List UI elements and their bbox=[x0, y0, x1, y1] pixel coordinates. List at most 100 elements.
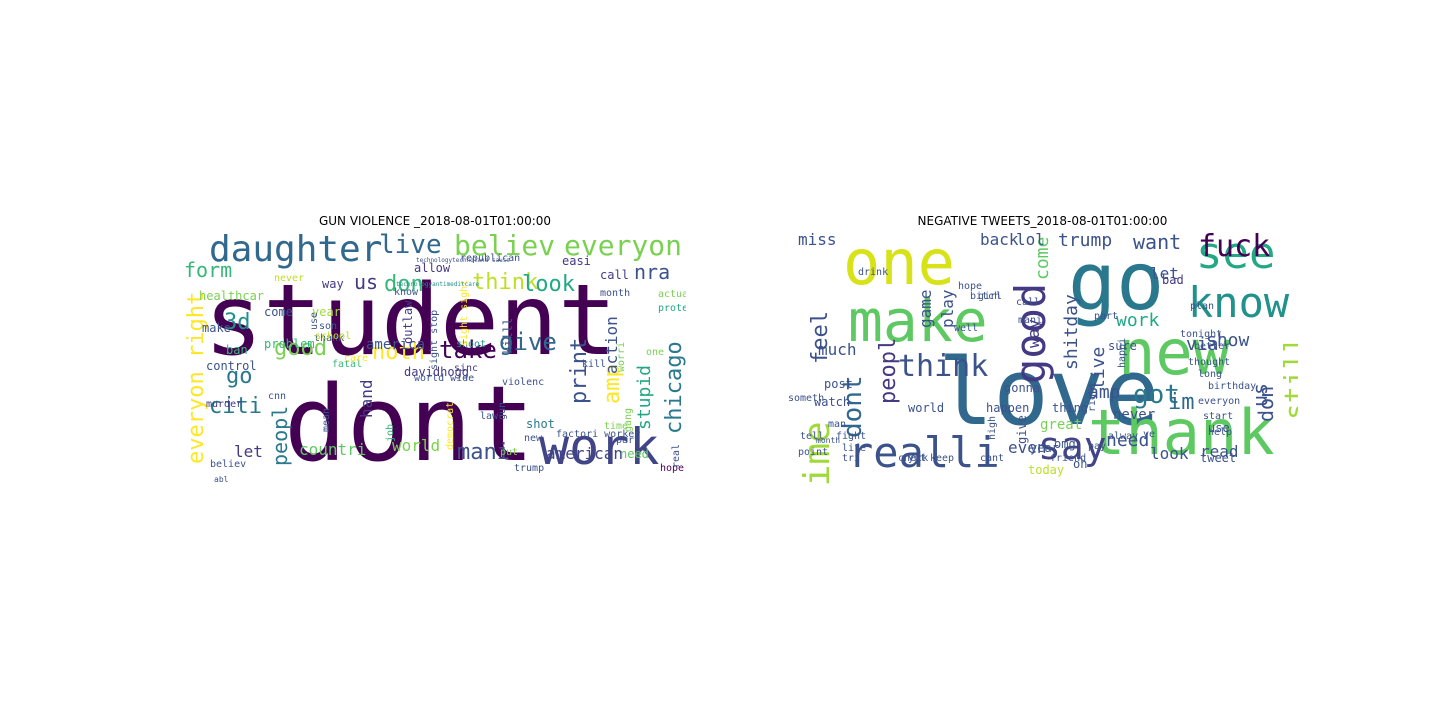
word-trump: trump bbox=[1058, 232, 1113, 251]
word-shoot: shoot bbox=[456, 339, 487, 350]
wordcloud-panel-negative-tweets: NEGATIVE TWEETS_2018-08-01T01:00:00 love… bbox=[785, 210, 1300, 490]
word-high: high bbox=[987, 415, 998, 440]
word-noth: noth bbox=[372, 340, 425, 365]
word-even: even bbox=[1008, 438, 1047, 457]
word-drink: drink bbox=[858, 267, 889, 278]
word-know: know bbox=[1188, 278, 1290, 327]
word-everyon: everyon bbox=[564, 232, 683, 262]
word-violenc: violenc bbox=[502, 377, 545, 388]
word-shitday: shitday bbox=[1061, 294, 1082, 370]
word-work: work bbox=[539, 418, 660, 476]
word-pay: pay bbox=[1088, 441, 1107, 452]
word-omg: omg bbox=[1054, 437, 1076, 451]
word-everyon: everyon bbox=[1198, 396, 1241, 407]
word-world: world bbox=[392, 436, 441, 455]
word-live: live bbox=[379, 232, 442, 260]
word-factori-worker: factori worker bbox=[556, 429, 641, 440]
word-murder: murder bbox=[206, 399, 243, 410]
word-post: post bbox=[824, 377, 853, 391]
word-school: school bbox=[315, 331, 352, 342]
word-mani: mani bbox=[457, 440, 510, 465]
word-need: need bbox=[620, 447, 649, 461]
word-hand: hand bbox=[357, 379, 376, 418]
word-year: year bbox=[312, 305, 341, 319]
word-technologytechnoland-cause: technologytechnoland cause bbox=[416, 257, 510, 264]
word-fight: fight bbox=[836, 431, 867, 442]
word-im: im bbox=[1168, 390, 1195, 415]
word-mani: mani bbox=[1018, 315, 1043, 326]
wordcloud-panel-gun-violence: GUN VIOLENCE _2018-08-01T01:00:00 studen… bbox=[180, 210, 690, 490]
word-daughter: daughter bbox=[209, 232, 383, 270]
word-want: want bbox=[1133, 232, 1182, 254]
word-allow: allow bbox=[414, 261, 451, 275]
word-sight-sight: sight sight bbox=[459, 279, 470, 346]
word-check: check bbox=[898, 453, 929, 464]
word-year: year bbox=[1030, 441, 1059, 455]
word-worri: worri bbox=[616, 341, 627, 372]
word-davidhogg: davidhogg bbox=[404, 365, 470, 379]
word-someth: someth bbox=[788, 393, 825, 404]
word-better: better bbox=[1194, 341, 1231, 352]
wordcloud: student dont work daughter believ everyon live… bbox=[184, 232, 686, 488]
word-plan: plan bbox=[1190, 301, 1215, 312]
word-don: don bbox=[384, 272, 424, 297]
wordcloud: love one go new thank make see know good time real… bbox=[788, 232, 1298, 487]
word-thing: thing bbox=[1052, 401, 1089, 415]
word-one: one bbox=[646, 347, 665, 358]
word-fuck: fuck bbox=[1198, 232, 1271, 264]
word-month: month bbox=[816, 436, 841, 445]
word-miss: miss bbox=[798, 232, 837, 249]
word-go: go bbox=[1068, 235, 1165, 328]
word-trump: trump bbox=[514, 463, 545, 474]
word-student: student bbox=[204, 264, 618, 378]
word-birthday: birthday bbox=[1208, 381, 1257, 392]
word-law: law bbox=[480, 411, 499, 422]
word-call: call bbox=[600, 268, 629, 282]
word-hope: hope bbox=[958, 281, 983, 292]
word-hope: hope bbox=[660, 463, 685, 474]
word-killl: killl bbox=[501, 317, 515, 354]
word-put: put bbox=[500, 447, 519, 458]
word-new: new bbox=[1118, 316, 1230, 389]
word-bitch: bitch bbox=[970, 291, 1001, 302]
word-amp: amp bbox=[1088, 382, 1121, 403]
word-great: great bbox=[1040, 417, 1083, 433]
word-american: american bbox=[546, 444, 624, 463]
word-actual: actual bbox=[658, 289, 686, 300]
word-thank: thank bbox=[1088, 396, 1275, 469]
word-kill: kill bbox=[582, 359, 607, 370]
word-give: give bbox=[499, 328, 557, 356]
word-bad: bad bbox=[1162, 273, 1184, 287]
word-today: today bbox=[1028, 463, 1065, 477]
word-son: son bbox=[319, 321, 338, 332]
word-know: know bbox=[394, 287, 419, 298]
word-shot: shot bbox=[526, 417, 555, 431]
word-everyon-right: everyon right bbox=[184, 291, 209, 464]
word-gonna: gonna bbox=[1004, 381, 1041, 395]
word-make: make bbox=[848, 287, 988, 355]
word-realli: realli bbox=[848, 428, 1000, 477]
word-time: time bbox=[604, 421, 629, 432]
word-countri: countri bbox=[299, 440, 367, 459]
word-believ: believ bbox=[454, 232, 556, 262]
word-part: part bbox=[616, 435, 641, 446]
word-part: part bbox=[1094, 311, 1119, 322]
word-happen: happen bbox=[986, 401, 1030, 415]
word-give: give bbox=[1015, 415, 1029, 444]
word-stupid: stupid bbox=[634, 364, 655, 430]
word-point: point bbox=[798, 447, 829, 458]
word-via: via bbox=[1186, 334, 1219, 355]
word-let: let bbox=[234, 442, 263, 461]
word-care: care bbox=[344, 353, 369, 364]
word-keep: keep bbox=[930, 453, 955, 464]
word-girl: girl bbox=[978, 291, 1003, 302]
word-right: right bbox=[1087, 381, 1098, 412]
word-happi: happi bbox=[1117, 337, 1128, 368]
word-still: still bbox=[1278, 335, 1298, 420]
word-show: show bbox=[1206, 330, 1250, 351]
word-start: start bbox=[1203, 411, 1234, 422]
word-never: never bbox=[274, 273, 305, 284]
word-nra: nra bbox=[634, 260, 671, 284]
word-month: month bbox=[600, 288, 631, 299]
word-america: america bbox=[366, 337, 426, 353]
